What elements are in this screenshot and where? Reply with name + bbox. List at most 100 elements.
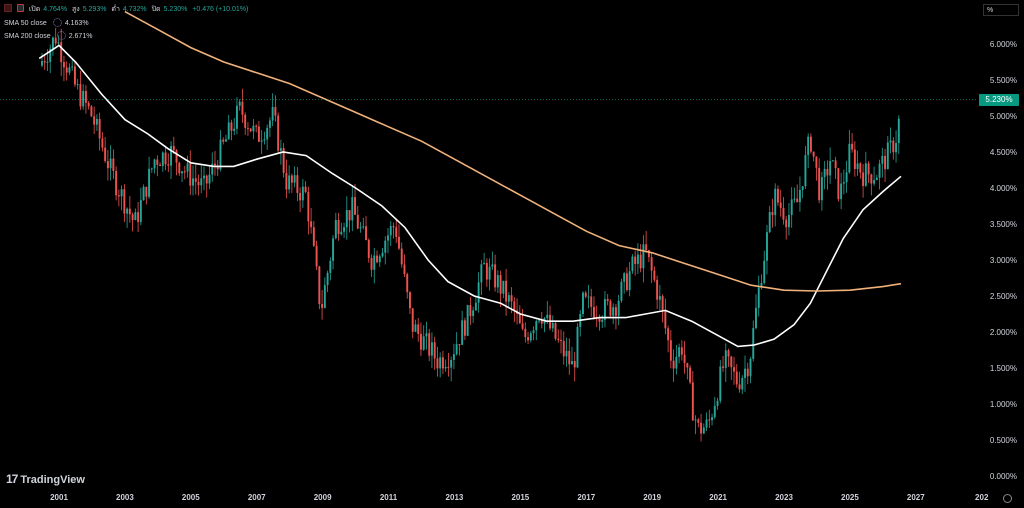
candle-body <box>337 219 340 235</box>
candle-body <box>831 160 834 162</box>
candle-body <box>749 358 752 377</box>
candle-body <box>117 195 120 197</box>
sma50-legend[interactable]: SMA 50 close 4.163% <box>4 18 92 27</box>
candle-body <box>593 306 595 318</box>
candle-body <box>233 128 236 131</box>
candle-body <box>134 212 137 220</box>
sma50-value: 4.163% <box>64 20 89 27</box>
candle-body <box>387 235 389 241</box>
price-scale-unit-button[interactable]: % <box>983 4 1019 16</box>
timezone-icon[interactable] <box>1003 494 1012 503</box>
candle-body <box>565 350 568 357</box>
y-tick-label: 4.500% <box>990 148 1017 157</box>
candle-body <box>845 172 848 183</box>
candle-body <box>192 178 194 186</box>
candle-body <box>631 256 634 272</box>
candle-body <box>150 168 153 170</box>
candle-body <box>46 61 49 63</box>
candle-body <box>601 319 604 322</box>
candle-body <box>71 66 74 68</box>
candle-body <box>463 320 466 336</box>
y-tick-label: 5.500% <box>990 76 1017 85</box>
candle-body <box>895 143 898 153</box>
candle-body <box>488 266 491 280</box>
candle-body <box>573 361 576 368</box>
candle-body <box>175 150 178 163</box>
x-tick-label: 2005 <box>182 493 200 502</box>
candle-body <box>299 192 302 201</box>
y-tick-label: 3.500% <box>990 220 1017 229</box>
candle-body <box>686 363 689 368</box>
candle-body <box>277 115 280 151</box>
candle-body <box>820 177 823 201</box>
candle-body <box>793 198 796 200</box>
candle-body <box>400 248 403 265</box>
sma200-legend[interactable]: SMA 200 close 2.671% <box>4 31 95 40</box>
candle-body <box>859 163 862 173</box>
candle-body <box>724 350 727 368</box>
candle-body <box>757 287 760 308</box>
candle-body <box>321 304 324 308</box>
candle-body <box>609 301 612 316</box>
candle-body <box>41 61 43 66</box>
candle-body <box>227 122 230 140</box>
candle-body <box>452 354 455 360</box>
candle-body <box>664 310 667 329</box>
candle-body <box>200 178 203 186</box>
candle-body <box>623 273 626 282</box>
x-axis: 2001 2003 2005 2007 2009 2011 2013 2015 2017 2019… <box>50 493 989 502</box>
x-tick-label: 2007 <box>248 493 266 502</box>
candle-body <box>571 361 573 365</box>
candle-body <box>76 84 79 86</box>
candle-body <box>365 226 367 241</box>
candle-body <box>263 139 266 141</box>
candle-body <box>279 148 282 151</box>
candle-body <box>203 175 205 179</box>
settings-icon[interactable] <box>52 18 62 27</box>
candle-body <box>634 256 637 264</box>
candle-body <box>288 175 291 190</box>
candle-body <box>282 148 285 173</box>
candle-body <box>268 120 271 128</box>
settings-icon[interactable] <box>56 31 66 40</box>
candle-body <box>356 214 359 229</box>
candle-body <box>334 219 337 239</box>
candle-body <box>409 292 411 309</box>
candle-body <box>266 127 269 140</box>
tradingview-logo[interactable]: 17 TradingView <box>6 472 85 486</box>
low-value: 4.732% <box>122 6 147 13</box>
candle-body <box>897 118 900 144</box>
candle-body <box>123 189 126 214</box>
candle-body <box>343 227 346 232</box>
candle-body <box>678 347 681 357</box>
candle-body <box>183 171 186 173</box>
y-tick-label: 1.000% <box>990 400 1017 409</box>
candle-body <box>194 178 197 182</box>
candle-body <box>494 264 497 288</box>
candle-body <box>603 299 606 320</box>
candle-body <box>458 344 461 346</box>
candle-body <box>851 143 854 150</box>
candle-body <box>43 61 46 63</box>
candle-body <box>867 163 870 175</box>
candle-body <box>340 231 343 235</box>
candle-body <box>776 188 779 203</box>
symbol-flag-icon[interactable] <box>4 4 12 12</box>
candle-body <box>172 145 175 151</box>
x-tick-label: 2019 <box>643 493 661 502</box>
candle-body <box>235 105 238 129</box>
candle-body <box>510 295 513 302</box>
candle-body <box>87 102 90 107</box>
candle-body <box>131 214 134 220</box>
candle-body <box>274 106 277 116</box>
candle-body <box>823 168 826 178</box>
candle-body <box>351 197 354 221</box>
symbol-menu-icon[interactable] <box>16 4 24 12</box>
candle-body <box>689 367 692 383</box>
candle-body <box>815 156 818 168</box>
candle-body <box>864 163 867 186</box>
candle-body <box>524 328 527 338</box>
candle-body <box>735 371 738 385</box>
candle-body <box>104 147 107 162</box>
